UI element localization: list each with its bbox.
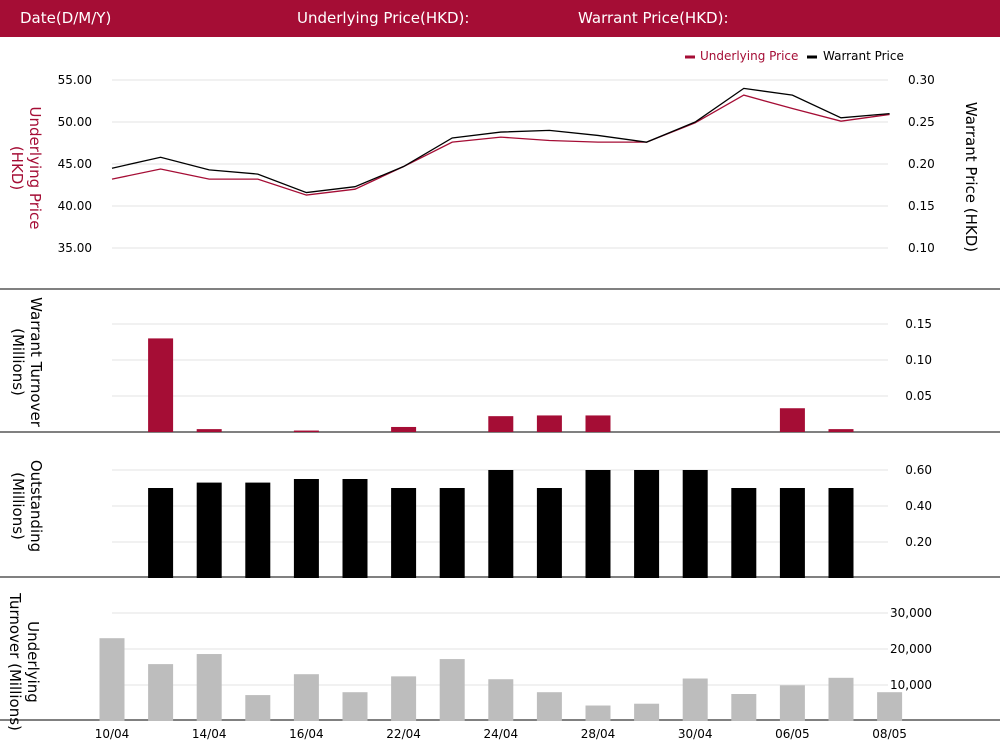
underlying-turnover-tick-label: 20,000	[890, 642, 932, 656]
underlying-turnover-tick-label: 10,000	[890, 678, 932, 692]
underlying-turnover-bar	[148, 664, 174, 721]
date-tick-label: 22/04	[386, 727, 421, 741]
underlying-turnover-bar	[342, 692, 368, 721]
outstanding-bar	[439, 488, 465, 578]
right-tick-label: 0.10	[908, 241, 935, 255]
outstanding-bar	[585, 470, 611, 578]
underlying-turnover-bar	[585, 705, 611, 721]
outstanding-bar	[196, 482, 222, 578]
underlying-turnover-bar	[731, 694, 757, 721]
date-tick-label: 30/04	[678, 727, 713, 741]
underlying-turnover-bar	[634, 703, 660, 721]
outstanding-bar	[634, 470, 660, 578]
underlying-price-axis-title: Underlying Price(HKD)	[8, 106, 44, 229]
warrant-turnover-tick-label: 0.10	[905, 353, 932, 367]
underlying-turnover-bar	[391, 676, 417, 721]
left-tick-label: 35.00	[58, 241, 92, 255]
warrant-turnover-bar	[196, 429, 222, 432]
underlying-turnover-bar	[828, 677, 854, 721]
date-tick-label: 06/05	[775, 727, 810, 741]
outstanding-bar	[293, 479, 319, 578]
date-tick-label: 10/04	[95, 727, 130, 741]
warrant-turnover-axis-title: Warrant Turnover(Millions)	[9, 297, 45, 428]
underlying-price-line	[111, 94, 890, 196]
date-tick-label: 24/04	[484, 727, 519, 741]
legend-underlying-label: Underlying Price	[700, 49, 798, 63]
warrant-price-label: Warrant Price(HKD):	[578, 9, 729, 27]
underlying-turnover-bar	[196, 654, 222, 721]
outstanding-tick-label: 0.60	[905, 463, 932, 477]
underlying-turnover-bar	[293, 674, 319, 721]
right-tick-label: 0.20	[908, 157, 935, 171]
warrant-price-axis-title: Warrant Price (HKD)	[962, 102, 980, 252]
warrant-turnover-bar	[293, 430, 319, 432]
underlying-price-label: Underlying Price(HKD):	[297, 9, 470, 27]
right-tick-label: 0.30	[908, 73, 935, 87]
warrant-turnover-bar	[828, 429, 854, 432]
left-tick-label: 50.00	[58, 115, 92, 129]
underlying-turnover-bar	[536, 692, 562, 721]
underlying-turnover-bar	[245, 695, 271, 721]
outstanding-bar	[245, 482, 271, 578]
date-tick-label: 16/04	[289, 727, 324, 741]
outstanding-bar	[536, 488, 562, 578]
outstanding-bar	[779, 488, 805, 578]
legend-warrant-label: Warrant Price	[823, 49, 904, 63]
warrant-turnover-tick-label: 0.15	[905, 317, 932, 331]
date-tick-label: 14/04	[192, 727, 227, 741]
header-bar: Date(D/M/Y) Underlying Price(HKD): Warra…	[0, 0, 1000, 37]
left-tick-label: 55.00	[58, 73, 92, 87]
outstanding-bar	[488, 470, 514, 578]
outstanding-bar	[731, 488, 757, 578]
date-label: Date(D/M/Y)	[20, 9, 112, 27]
outstanding-tick-label: 0.40	[905, 499, 932, 513]
warrant-turnover-bar	[488, 416, 514, 432]
warrant-turnover-tick-label: 0.05	[905, 389, 932, 403]
warrant-turnover-bar	[536, 415, 562, 432]
underlying-turnover-tick-label: 30,000	[890, 606, 932, 620]
outstanding-bar	[148, 488, 174, 578]
left-tick-label: 40.00	[58, 199, 92, 213]
right-tick-label: 0.15	[908, 199, 935, 213]
warrant-price-line	[111, 87, 890, 194]
underlying-turnover-bar	[682, 678, 708, 721]
outstanding-axis-title: Outstanding(Millions)	[9, 460, 45, 552]
underlying-turnover-bar	[877, 692, 903, 721]
left-tick-label: 45.00	[58, 157, 92, 171]
outstanding-bar	[342, 479, 368, 578]
underlying-turnover-bar	[488, 679, 514, 721]
warrant-turnover-bar	[391, 426, 417, 432]
date-tick-label: 08/05	[872, 727, 907, 741]
outstanding-bar	[828, 488, 854, 578]
outstanding-bar	[391, 488, 417, 578]
warrant-turnover-bar	[148, 338, 174, 432]
warrant-turnover-bar	[779, 408, 805, 432]
date-tick-label: 28/04	[581, 727, 616, 741]
outstanding-bar	[682, 470, 708, 578]
underlying-turnover-axis-title: UnderlyingTurnover (Millions)	[6, 592, 42, 731]
underlying-turnover-bar	[439, 659, 465, 721]
outstanding-tick-label: 0.20	[905, 535, 932, 549]
right-tick-label: 0.25	[908, 115, 935, 129]
underlying-turnover-bar	[779, 685, 805, 721]
warrant-turnover-bar	[585, 415, 611, 432]
underlying-turnover-bar	[99, 638, 125, 721]
